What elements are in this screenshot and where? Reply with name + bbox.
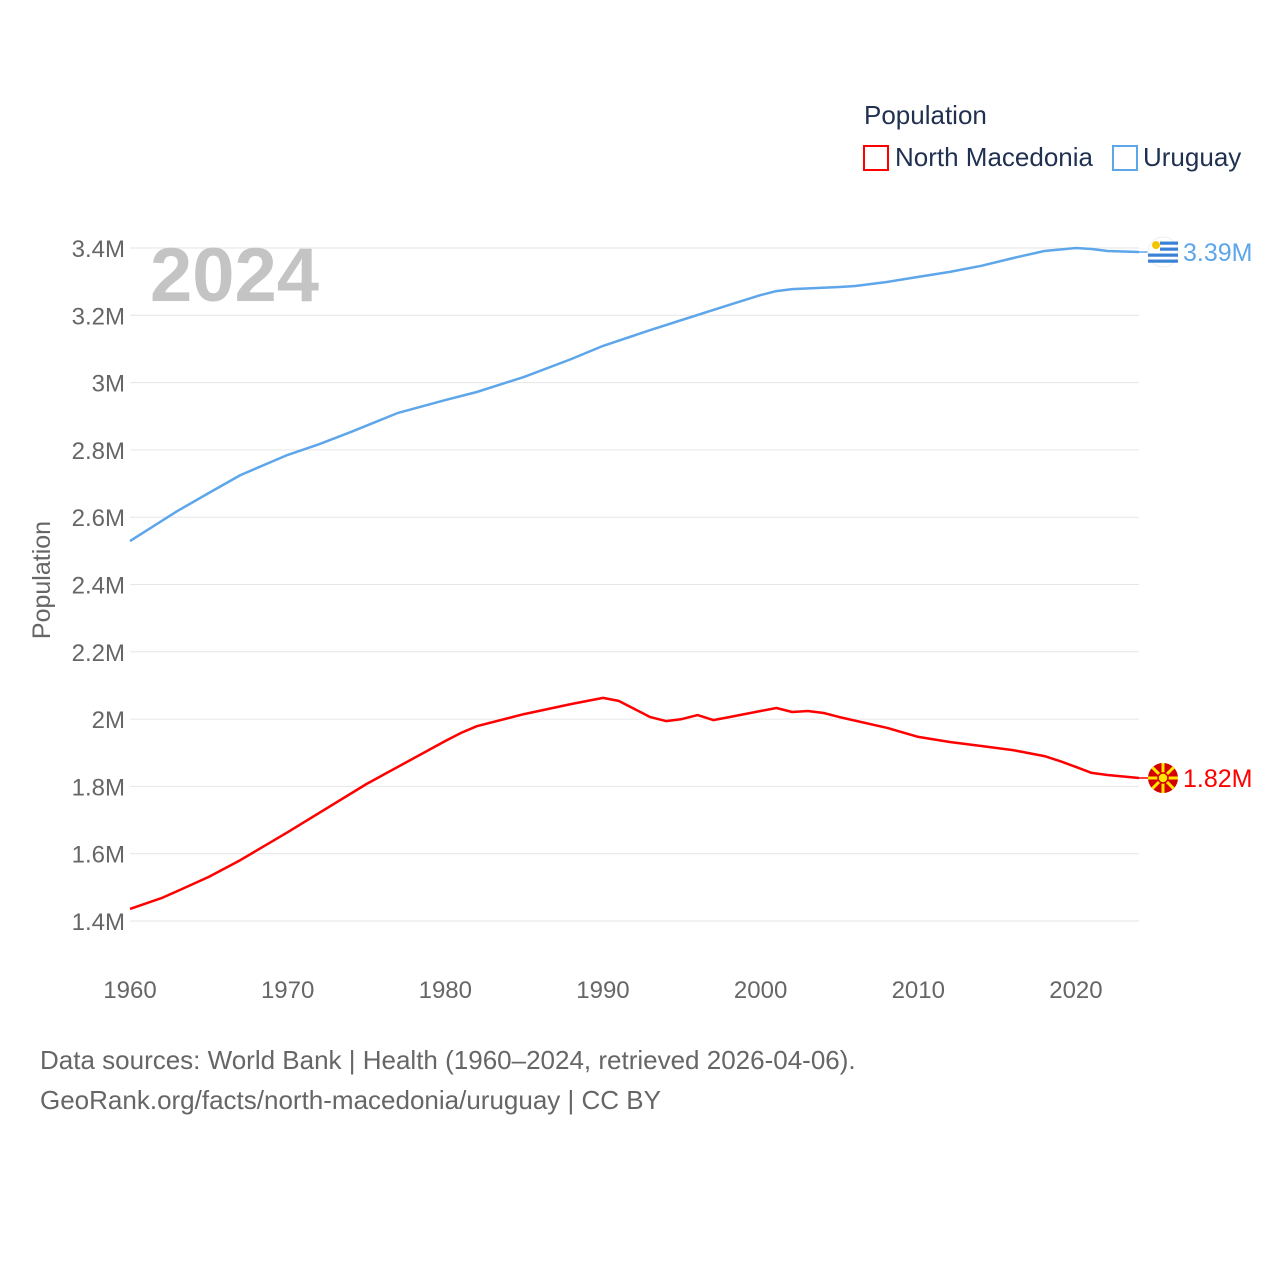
y-tick-label: 2M <box>92 707 125 734</box>
x-tick-label: 1980 <box>419 977 472 1004</box>
x-axis-ticks: 1960 1970 1980 1990 2000 2010 2020 <box>103 977 1102 1004</box>
x-tick-label: 2020 <box>1049 977 1102 1004</box>
series-lines: 1.82M 3.39M <box>129 236 1252 911</box>
legend-label-uruguay[interactable]: Uruguay <box>1143 142 1241 172</box>
y-tick-label: 2.6M <box>72 505 125 532</box>
y-axis-label: Population <box>28 521 56 639</box>
year-watermark: 2024 <box>150 233 319 318</box>
y-tick-label: 3.2M <box>72 303 125 330</box>
legend: Population North Macedonia Uruguay <box>863 100 1241 172</box>
legend-title: Population <box>864 100 987 130</box>
series-line-north-macedonia[interactable] <box>129 696 1140 911</box>
y-tick-label: 2.2M <box>72 640 125 667</box>
y-tick-label: 3M <box>92 371 125 398</box>
y-tick-label: 1.8M <box>72 774 125 801</box>
north-macedonia-flag-icon <box>1148 762 1178 793</box>
y-tick-label: 1.6M <box>72 842 125 869</box>
x-tick-label: 1990 <box>576 977 629 1004</box>
legend-label-north-macedonia[interactable]: North Macedonia <box>895 142 1094 172</box>
grid-lines <box>130 247 1139 922</box>
x-tick-label: 2010 <box>892 977 945 1004</box>
y-tick-label: 1.4M <box>72 909 125 936</box>
uruguay-flag-icon <box>1147 236 1179 268</box>
x-tick-label: 1970 <box>261 977 314 1004</box>
x-tick-label: 1960 <box>103 977 156 1004</box>
x-tick-label: 2000 <box>734 977 787 1004</box>
footer-link[interactable]: GeoRank.org/facts/north-macedonia/urugua… <box>40 1085 661 1115</box>
footer-sources: Data sources: World Bank | Health (1960–… <box>40 1045 856 1075</box>
y-tick-label: 2.8M <box>72 438 125 465</box>
y-tick-label: 3.4M <box>72 236 125 263</box>
y-axis-ticks: 1.4M 1.6M 1.8M 2M 2.2M 2.4M 2.6M 2.8M 3M 3.2M 3.4M <box>72 236 125 936</box>
series-line-uruguay[interactable] <box>129 246 1140 543</box>
end-value-label-north-macedonia: 1.82M <box>1183 765 1252 793</box>
y-tick-label: 2.4M <box>72 573 125 600</box>
legend-swatch-north-macedonia[interactable] <box>863 145 889 171</box>
end-value-label-uruguay: 3.39M <box>1183 239 1252 267</box>
legend-swatch-uruguay[interactable] <box>1112 145 1138 171</box>
